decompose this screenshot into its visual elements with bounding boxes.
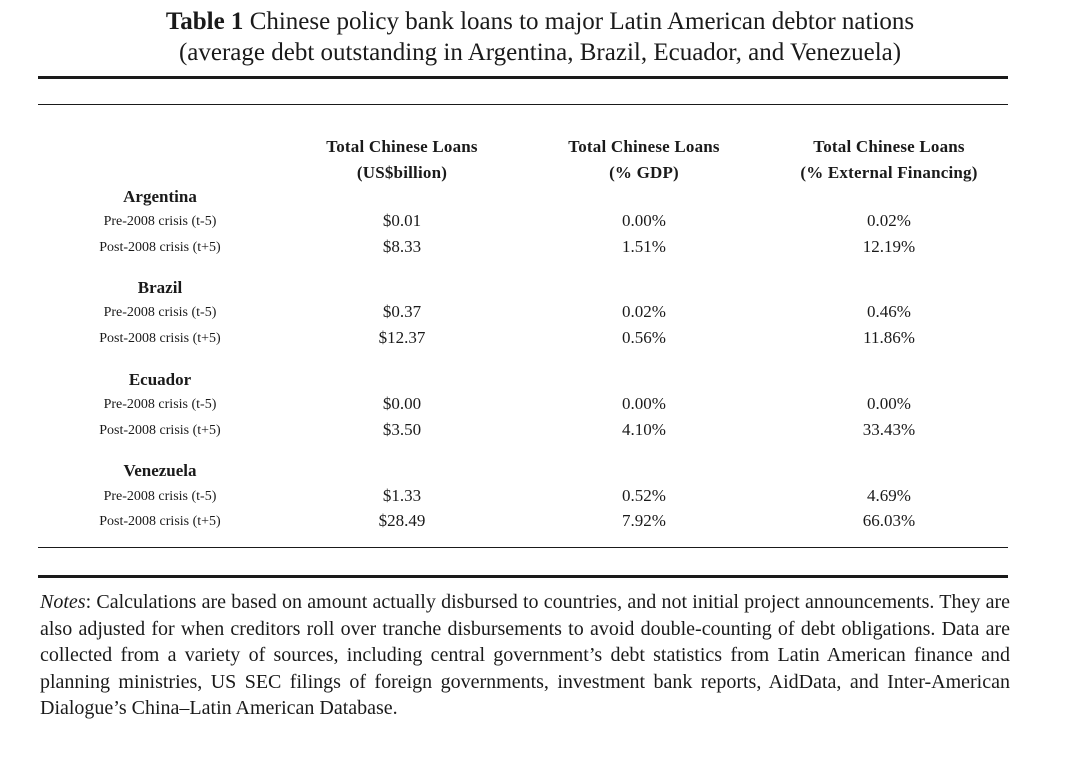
table-cell: 0.52% (622, 486, 666, 505)
table-cell: 66.03% (862, 511, 916, 530)
table-cell: 0.00% (622, 394, 666, 413)
country-name: Ecuador (128, 370, 192, 389)
country-name: Argentina (123, 187, 197, 206)
row-label: Pre-2008 crisis (t-5) (103, 305, 217, 320)
column-header-line: Total Chinese Loans (568, 137, 720, 156)
table-caption: Table 1 Chinese policy bank loans to maj… (0, 6, 1080, 68)
table-cell: 0.46% (867, 302, 911, 321)
table-cell: $0.00 (382, 394, 422, 413)
table-cell: 0.00% (867, 394, 911, 413)
column-header-gdp: Total Chinese Loans (% GDP) (524, 134, 764, 186)
notes-label: Notes (40, 591, 86, 613)
caption-line-2: (average debt outstanding in Argentina, … (178, 39, 902, 66)
table-notes: Notes: Calculations are based on amount … (40, 589, 1010, 722)
column-header-unit: (% External Financing) (800, 163, 978, 182)
table-cell: $28.49 (378, 511, 426, 530)
column-header-line: Total Chinese Loans (813, 137, 965, 156)
row-label: Post-2008 crisis (t+5) (99, 331, 221, 346)
row-label: Post-2008 crisis (t+5) (99, 423, 221, 438)
notes-rule (38, 575, 1008, 578)
table-cell: 7.92% (622, 511, 666, 530)
row-label: Post-2008 crisis (t+5) (99, 514, 221, 529)
table-cell: $0.37 (382, 302, 422, 321)
row-label: Pre-2008 crisis (t-5) (103, 397, 217, 412)
column-header-external: Total Chinese Loans (% External Financin… (769, 134, 1009, 186)
row-label: Pre-2008 crisis (t-5) (103, 214, 217, 229)
column-header-unit: (% GDP) (609, 163, 679, 182)
row-label: Pre-2008 crisis (t-5) (103, 489, 217, 504)
column-header-unit: (US$billion) (356, 163, 448, 182)
caption-line-1: Table 1 Chinese policy bank loans to maj… (0, 6, 1080, 37)
table-number: Table 1 (165, 8, 244, 35)
table-cell: 1.51% (622, 237, 666, 256)
column-header-usd: Total Chinese Loans (US$billion) (282, 134, 522, 186)
top-rule (38, 76, 1008, 79)
row-label: Post-2008 crisis (t+5) (99, 240, 221, 255)
table-cell: $8.33 (382, 237, 422, 256)
table-cell: 12.19% (862, 237, 916, 256)
table-cell: 4.10% (622, 420, 666, 439)
top-rule-secondary (38, 104, 1008, 105)
country-name: Venezuela (123, 461, 197, 480)
table-cell: 11.86% (863, 328, 915, 347)
caption-title: Chinese policy bank loans to major Latin… (249, 8, 915, 35)
table-cell: $3.50 (382, 420, 422, 439)
table-cell: 0.56% (622, 328, 666, 347)
table-cell: 4.69% (867, 486, 911, 505)
country-name: Brazil (137, 278, 183, 297)
notes-text: : Calculations are based on amount actua… (40, 591, 1010, 719)
table-cell: 0.00% (622, 211, 666, 230)
table-cell: 0.02% (867, 211, 911, 230)
table-cell: $1.33 (382, 486, 422, 505)
table-cell: $12.37 (378, 328, 426, 347)
bottom-rule (38, 547, 1008, 548)
table-cell: $0.01 (382, 211, 422, 230)
table-cell: 33.43% (862, 420, 916, 439)
column-header-line: Total Chinese Loans (326, 137, 478, 156)
table-cell: 0.02% (622, 302, 666, 321)
